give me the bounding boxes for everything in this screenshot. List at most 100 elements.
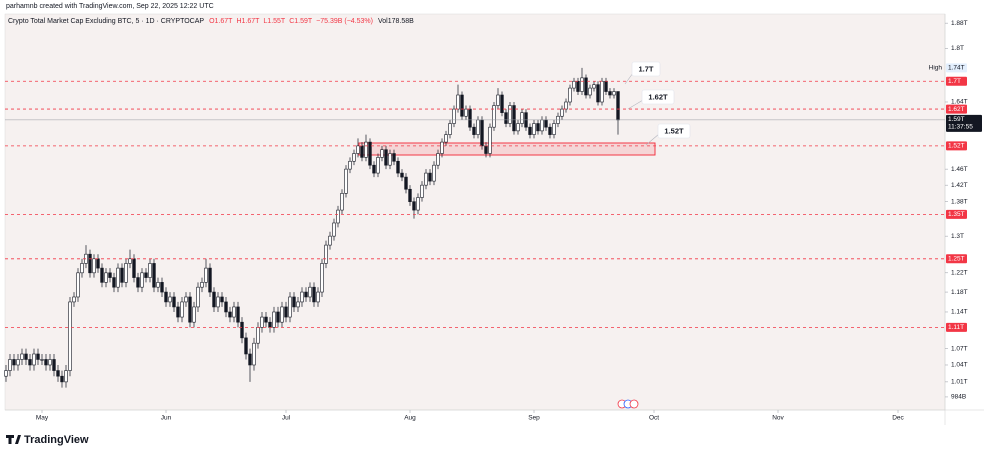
candle-body bbox=[180, 301, 184, 318]
candle-body bbox=[76, 272, 80, 298]
candle-body bbox=[148, 263, 152, 278]
candle-body bbox=[300, 291, 304, 303]
zone-rect bbox=[358, 142, 656, 156]
candle-body bbox=[608, 91, 612, 96]
candle-body bbox=[88, 253, 92, 274]
candle-body bbox=[140, 272, 144, 288]
x-tick-label: Jun bbox=[161, 415, 172, 422]
candle-body bbox=[612, 91, 616, 96]
candle-body bbox=[36, 353, 40, 360]
candle-body bbox=[468, 108, 472, 128]
candle-body bbox=[436, 153, 440, 166]
x-tick-label: Sep bbox=[528, 415, 540, 422]
candle-body bbox=[564, 101, 568, 110]
candle-body bbox=[212, 291, 216, 308]
candle-body bbox=[228, 311, 232, 318]
candle-body bbox=[200, 282, 204, 288]
candle-body bbox=[124, 263, 128, 283]
candle-body bbox=[208, 267, 212, 293]
level-badge bbox=[946, 104, 967, 114]
candle-body bbox=[44, 359, 48, 366]
candle-body bbox=[584, 77, 588, 96]
candle-body bbox=[376, 157, 380, 174]
level-badge bbox=[946, 209, 967, 219]
level-badge-label: 1.62T bbox=[948, 106, 965, 113]
callout-box bbox=[631, 61, 661, 77]
last-price-badge bbox=[946, 114, 982, 132]
candle-body bbox=[276, 311, 280, 323]
y-tick-label: 1.88T bbox=[951, 20, 968, 27]
logo-text: TradingView bbox=[24, 434, 89, 446]
candle-body bbox=[32, 353, 36, 366]
candle-body bbox=[316, 291, 320, 303]
candle-body bbox=[364, 141, 368, 158]
y-tick-label: 1.01T bbox=[951, 379, 968, 386]
candle-body bbox=[80, 263, 84, 274]
candle-body bbox=[448, 123, 452, 135]
candle-body bbox=[304, 291, 308, 298]
level-badge-label: 1.52T bbox=[948, 143, 965, 150]
legend-value: L1.55T bbox=[263, 18, 286, 25]
candle-body bbox=[132, 258, 136, 278]
candle-body bbox=[528, 126, 532, 135]
candle-body bbox=[544, 119, 548, 128]
x-tick-label: Aug bbox=[404, 415, 416, 422]
candle-body bbox=[536, 123, 540, 132]
level-badge-label: 1.35T bbox=[948, 211, 965, 218]
candle-body bbox=[552, 123, 556, 135]
candle-body bbox=[604, 80, 608, 92]
candle-body bbox=[420, 184, 424, 198]
candle-body bbox=[484, 145, 488, 154]
candle-body bbox=[152, 263, 156, 288]
candle-body bbox=[472, 126, 476, 135]
candle-body bbox=[392, 153, 396, 162]
candle-body bbox=[48, 359, 52, 366]
candle-body bbox=[100, 267, 104, 283]
candle-body bbox=[500, 94, 504, 113]
candle-body bbox=[428, 172, 432, 182]
candle-body bbox=[592, 84, 596, 89]
candle-body bbox=[288, 296, 292, 318]
candle-body bbox=[248, 353, 252, 366]
candle-body bbox=[284, 306, 288, 318]
y-tick-label: 1.14T bbox=[951, 309, 968, 316]
candle-body bbox=[144, 272, 148, 278]
candle-body bbox=[192, 306, 196, 323]
candle-body bbox=[508, 105, 512, 124]
candle-body bbox=[380, 149, 384, 158]
candle-body bbox=[344, 168, 348, 194]
candle-body bbox=[588, 87, 592, 96]
candle-body bbox=[20, 353, 24, 360]
y-tick-label: 1.3T bbox=[951, 233, 964, 240]
legend: Crypto Total Market Cap Excluding BTC, 5… bbox=[8, 18, 414, 25]
candle-body bbox=[168, 296, 172, 303]
candles bbox=[4, 67, 620, 388]
candle-body bbox=[532, 123, 536, 135]
candle-body bbox=[116, 267, 120, 288]
candle-body bbox=[548, 126, 552, 135]
y-tick-label: 1.07T bbox=[951, 345, 968, 352]
candle-body bbox=[104, 272, 108, 283]
candle-body bbox=[96, 258, 100, 269]
level-badge-label: 1.25T bbox=[948, 256, 965, 263]
candle-body bbox=[616, 91, 620, 121]
y-tick-label: 1.22T bbox=[951, 270, 968, 277]
x-tick-label: Jul bbox=[282, 415, 291, 422]
candle-body bbox=[576, 80, 580, 92]
candle-body bbox=[240, 321, 244, 339]
candle-body bbox=[172, 296, 176, 308]
x-tick-label: Oct bbox=[649, 415, 659, 422]
candle-body bbox=[120, 267, 124, 283]
candle-body bbox=[12, 359, 16, 366]
candle-body bbox=[312, 286, 316, 303]
candle-body bbox=[332, 222, 336, 237]
candle-body bbox=[600, 80, 604, 103]
attribution: parhamnb created with TradingView.com, S… bbox=[6, 3, 214, 10]
candle-body bbox=[108, 272, 112, 278]
candle-body bbox=[252, 342, 256, 366]
candle-body bbox=[480, 119, 484, 147]
plot-area bbox=[4, 13, 946, 411]
candle-body bbox=[68, 301, 72, 371]
candle-body bbox=[256, 327, 260, 344]
